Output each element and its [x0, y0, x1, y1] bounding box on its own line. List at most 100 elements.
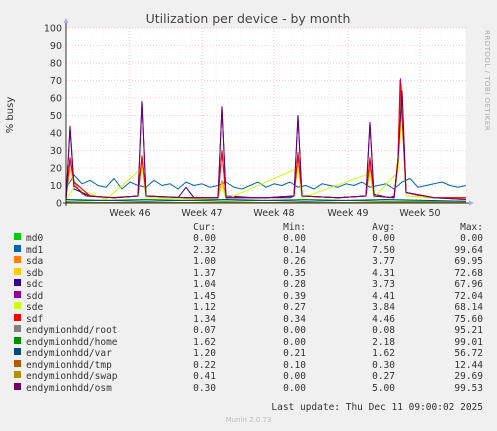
legend-swatch	[14, 244, 21, 252]
legend-avg: 4.46	[372, 313, 395, 325]
legend-cur: 0.22	[193, 359, 216, 371]
legend-cur: 1.34	[193, 313, 216, 325]
legend-row: sde 1.12 0.27 3.84 68.14	[0, 302, 497, 314]
legend-max: 72.68	[454, 267, 483, 279]
series-line-endymionhdd-var	[65, 199, 467, 202]
series-line-md1	[65, 174, 467, 190]
x-tick-label: Week 49	[327, 208, 368, 219]
legend-max: 56.72	[454, 348, 483, 359]
legend-col-max: Max:	[460, 222, 483, 233]
legend-label: endymionhdd/home	[26, 336, 118, 348]
legend-label: endymionhdd/swap	[26, 371, 118, 382]
legend-avg: 1.62	[372, 348, 395, 359]
legend-max: 68.14	[454, 302, 483, 313]
legend-cur: 0.07	[193, 325, 216, 336]
x-tick-label: Week 50	[399, 208, 440, 219]
legend-max: 12.44	[454, 359, 483, 371]
legend-min: 0.10	[283, 359, 306, 371]
legend-row: sdf 1.34 0.34 4.46 75.60	[0, 313, 497, 326]
series-line-endymionhdd-osm	[65, 90, 467, 200]
x-axis-arrow	[469, 200, 474, 206]
legend-label: sdc	[26, 279, 44, 290]
legend-row: endymionhdd/home 1.62 0.00 2.18 99.01	[0, 336, 497, 349]
legend-avg: 4.41	[372, 290, 395, 302]
legend-col-cur: Cur:	[193, 222, 216, 233]
y-tick-label: 10	[50, 181, 62, 192]
y-tick-label: 60	[50, 94, 62, 105]
y-tick-label: 100	[44, 24, 62, 35]
legend-max: 67.96	[454, 279, 483, 290]
legend-row: md1 2.32 0.14 7.50 99.64	[0, 244, 497, 257]
legend-max: 75.60	[454, 313, 483, 325]
legend-swatch	[14, 371, 21, 378]
legend-cur: 1.04	[193, 279, 216, 290]
legend-header: Cur: Min: Avg: Max:	[0, 222, 497, 234]
legend-row: sdb 1.37 0.35 4.31 72.68	[0, 267, 497, 280]
legend-label: sdd	[26, 290, 44, 302]
legend-min: 0.28	[283, 279, 306, 290]
legend-max: 99.64	[454, 244, 483, 256]
legend-row: endymionhdd/tmp 0.22 0.10 0.30 12.44	[0, 359, 497, 372]
legend-max: 95.21	[454, 325, 483, 336]
legend-row: sdc 1.04 0.28 3.73 67.96	[0, 279, 497, 291]
legend-avg: 5.00	[372, 382, 395, 394]
legend-row: endymionhdd/root 0.07 0.00 0.08 95.21	[0, 325, 497, 337]
legend-cur: 1.37	[193, 267, 216, 279]
y-tick-label: 30	[50, 146, 62, 157]
legend-row: endymionhdd/osm 0.30 0.00 5.00 99.53	[0, 382, 497, 395]
legend-label: sda	[26, 256, 44, 267]
legend-swatch	[14, 359, 21, 367]
legend-label: sde	[26, 302, 44, 313]
chart-title: Utilization per device - by month	[146, 11, 351, 26]
legend-cur: 1.20	[193, 348, 216, 359]
legend-avg: 2.18	[372, 336, 395, 348]
legend-cur: 1.00	[193, 256, 216, 267]
legend-min: 0.21	[283, 348, 306, 359]
legend-swatch	[14, 256, 21, 263]
legend-avg: 0.08	[372, 325, 395, 336]
x-tick-label: Week 48	[253, 208, 294, 219]
y-tick-label: 20	[50, 164, 62, 175]
legend-min: 0.00	[283, 371, 306, 382]
legend-avg: 3.84	[372, 302, 395, 313]
y-tick-label: 80	[50, 59, 62, 70]
legend-avg: 3.77	[372, 256, 395, 267]
legend-swatch	[14, 267, 21, 275]
legend-min: 0.14	[283, 244, 306, 256]
legend-avg: 0.30	[372, 359, 395, 371]
legend-cur: 0.00	[193, 233, 216, 244]
legend-avg: 7.50	[372, 244, 395, 256]
legend-min: 0.35	[283, 267, 306, 279]
legend-cur: 1.12	[193, 302, 216, 313]
legend-min: 0.00	[283, 382, 306, 394]
legend-swatch	[14, 325, 21, 332]
legend-swatch	[14, 348, 21, 355]
legend-min: 0.27	[283, 302, 306, 313]
legend-cur: 0.41	[193, 371, 216, 382]
rrdtool-watermark: RRDTOOL / TOBI OETIKER	[483, 30, 491, 131]
legend-min: 0.39	[283, 290, 306, 302]
y-tick-label: 50	[50, 111, 62, 122]
legend-swatch	[14, 313, 21, 321]
legend-label: endymionhdd/root	[26, 325, 118, 336]
legend-col-avg: Avg:	[372, 222, 395, 233]
last-update: Last update: Thu Dec 11 09:00:02 2025	[271, 402, 483, 413]
legend-swatch	[14, 336, 21, 344]
legend-min: 0.00	[283, 325, 306, 336]
legend-label: md1	[26, 244, 44, 256]
legend-label: sdb	[26, 267, 44, 279]
legend-row: sda 1.00 0.26 3.77 69.95	[0, 256, 497, 268]
legend-max: 29.69	[454, 371, 483, 382]
legend-cur: 1.62	[193, 336, 216, 348]
legend-label: sdf	[26, 313, 44, 325]
y-tick-label: 40	[50, 129, 62, 140]
legend-min: 0.00	[283, 233, 306, 244]
legend-row: endymionhdd/swap 0.41 0.00 0.27 29.69	[0, 371, 497, 383]
legend-cur: 0.30	[193, 382, 216, 394]
y-axis-label: % busy	[5, 97, 16, 134]
legend-min: 0.00	[283, 336, 306, 348]
footer: Munin 2.0.73	[225, 416, 272, 424]
legend: md0 0.00 0.00 0.00 0.00 md1 2.32 0.14 7.50 99.64 s…	[0, 233, 497, 394]
series-line-sde	[65, 106, 467, 200]
